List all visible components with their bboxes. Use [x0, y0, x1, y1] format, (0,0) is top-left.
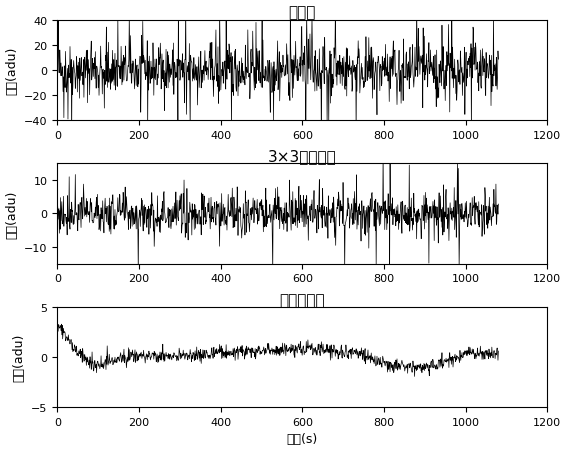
Y-axis label: 读数(adu): 读数(adu)	[12, 333, 26, 381]
Title: 3×3像元平均: 3×3像元平均	[268, 149, 337, 164]
Title: 单像元: 单像元	[289, 5, 316, 20]
X-axis label: 时间(s): 时间(s)	[287, 433, 318, 446]
Y-axis label: 读数(adu): 读数(adu)	[6, 46, 19, 95]
Title: 全靶面平均: 全靶面平均	[280, 292, 325, 307]
Y-axis label: 读数(adu): 读数(adu)	[6, 190, 19, 238]
